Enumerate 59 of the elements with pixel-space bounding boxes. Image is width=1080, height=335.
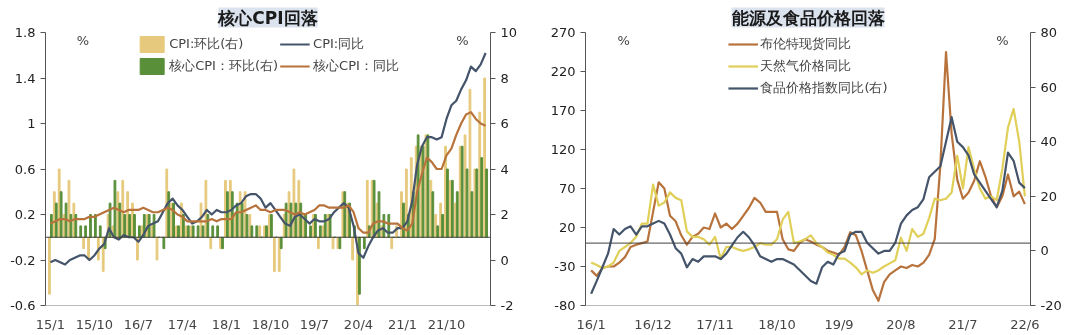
chart-title: 核心CPI回落: [217, 7, 318, 28]
y-tick-label: 120: [550, 142, 576, 157]
y2-axis-title: %: [996, 32, 1009, 48]
y-tick-label: 270: [550, 25, 576, 40]
x-tick-label: 15/1: [35, 316, 65, 332]
legend-label: 核心CPI：环比(右): [169, 57, 279, 75]
legend-label: 食品价格指数同比(右): [760, 79, 888, 97]
x-tick-label: 18/10: [758, 316, 796, 332]
y2-tick-label: -2: [500, 298, 514, 313]
y-axis-title: %: [617, 32, 630, 48]
legend-label: CPI:环比(右): [169, 35, 244, 53]
y-tick-label: -30: [554, 259, 576, 274]
y2-tick-label: 0: [500, 252, 509, 268]
y-tick-label: 20: [558, 220, 576, 235]
y-tick-label: -80: [554, 298, 576, 313]
y2-tick-label: 60: [1040, 79, 1058, 95]
y-tick-label: 170: [550, 103, 576, 118]
x-tick-label: 16/12: [634, 316, 672, 332]
y-tick-label: 1: [27, 116, 36, 131]
y2-tick-label: 4: [500, 161, 509, 177]
y-tick-label: -0.6: [10, 298, 36, 313]
x-tick-label: 17/4: [167, 316, 198, 332]
y-axis-title: %: [76, 32, 90, 48]
x-tick-label: 17/11: [696, 316, 734, 332]
y2-tick-label: 40: [1040, 134, 1058, 150]
y2-tick-label: 2: [500, 207, 509, 222]
y2-tick-label: -20: [1040, 298, 1062, 313]
y2-tick-label: 80: [1040, 25, 1058, 40]
x-tick-label: 20/8: [886, 316, 916, 332]
legend-label: CPI:同比: [313, 35, 365, 53]
y-tick-label: 0.6: [14, 161, 36, 177]
y2-tick-label: 10: [500, 25, 518, 40]
y2-axis-title: %: [456, 32, 469, 48]
y2-tick-label: 6: [500, 116, 509, 131]
legend-label: 天然气价格同比: [760, 57, 852, 75]
y-tick-label: -0.2: [10, 252, 36, 268]
x-tick-label: 16/1: [576, 316, 606, 332]
legend-label: 布伦特现货同比: [760, 35, 852, 53]
y2-tick-label: 0: [1040, 243, 1049, 259]
y-tick-label: 220: [550, 64, 576, 79]
x-tick-label: 21/1: [387, 316, 418, 332]
x-tick-label: 22/6: [1010, 316, 1040, 332]
x-tick-label: 20/4: [343, 316, 374, 332]
x-tick-label: 21/7: [948, 316, 978, 332]
y-tick-label: 70: [558, 181, 576, 196]
x-tick-label: 18/1: [211, 316, 242, 332]
chart-title: 能源及食品价格回落: [731, 7, 885, 28]
x-tick-label: 18/10: [251, 316, 290, 332]
x-tick-label: 16/7: [123, 316, 154, 332]
x-tick-label: 21/10: [427, 316, 466, 332]
x-tick-label: 15/10: [75, 316, 114, 332]
y2-tick-label: 20: [1040, 188, 1058, 204]
y-tick-label: 1.4: [14, 70, 36, 86]
legend-label: 核心CPI：同比: [313, 57, 399, 75]
y-tick-label: 1.8: [14, 25, 36, 40]
y2-tick-label: 8: [500, 70, 509, 86]
x-tick-label: 19/9: [824, 316, 854, 332]
y-tick-label: 0.2: [14, 207, 36, 222]
x-tick-label: 19/7: [299, 316, 330, 332]
